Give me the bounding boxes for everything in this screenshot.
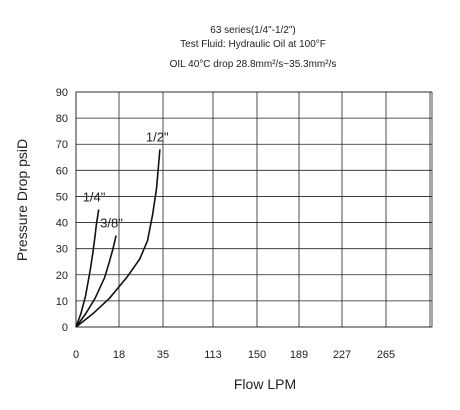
y-tick-label: 70: [56, 139, 68, 151]
x-axis-ticks: 0 18 35 113 150 189 227 265: [73, 349, 395, 361]
x-tick-label: 0: [73, 349, 79, 361]
series-labels: 1/4" 3/8" 1/2": [83, 129, 169, 230]
y-tick-label: 50: [56, 191, 68, 203]
series-curves: [75, 149, 161, 328]
x-tick-label: 227: [333, 349, 351, 361]
y-axis-ticks: 0 10 20 30 40 50 60 70 80 90: [56, 87, 68, 334]
plot-grid: [75, 91, 433, 328]
x-tick-label: 265: [377, 349, 395, 361]
series-label: 1/2": [146, 129, 169, 144]
x-tick-label: 35: [157, 349, 169, 361]
y-tick-label: 0: [62, 322, 68, 334]
chart-title-line-3: OIL 40°C drop 28.8mm²/s~35.3mm²/s: [170, 59, 337, 70]
plot-frame: [75, 91, 433, 328]
chart-title-line-2: Test Fluid: Hydraulic Oil at 100°F: [180, 39, 326, 50]
series-label: 3/8": [100, 216, 123, 231]
y-axis-title: Pressure Drop psiD: [14, 139, 30, 261]
x-axis-title: Flow LPM: [234, 376, 296, 392]
x-tick-label: 18: [113, 349, 125, 361]
y-tick-label: 30: [56, 244, 68, 256]
x-tick-label: 189: [290, 349, 308, 361]
chart-title-line-1: 63 series(1/4"-1/2"): [210, 25, 295, 36]
series-line: [75, 209, 100, 328]
series-label: 1/4": [83, 190, 106, 205]
y-tick-label: 40: [56, 218, 68, 230]
y-tick-label: 20: [56, 270, 68, 282]
y-tick-label: 10: [56, 296, 68, 308]
x-tick-label: 150: [248, 349, 266, 361]
series-line: [75, 235, 117, 328]
series-line: [75, 149, 161, 328]
x-tick-label: 113: [204, 349, 222, 361]
y-tick-label: 80: [56, 113, 68, 125]
y-tick-label: 60: [56, 165, 68, 177]
y-tick-label: 90: [56, 87, 68, 99]
